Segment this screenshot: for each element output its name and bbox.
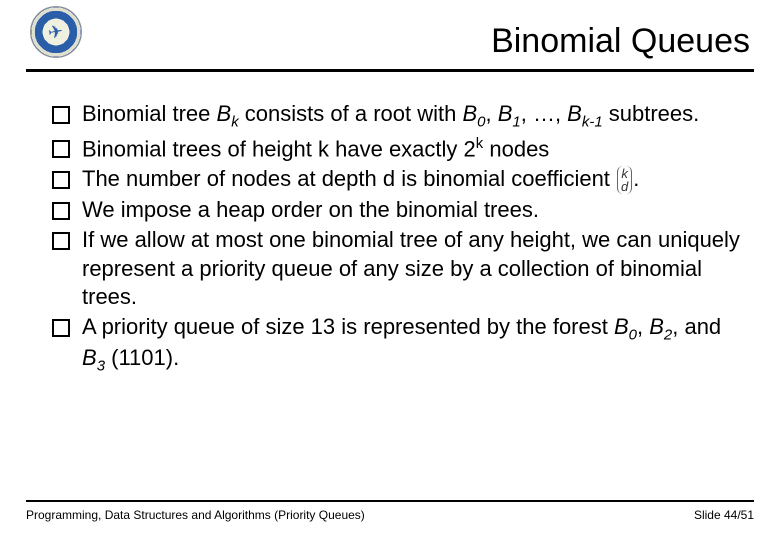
text: We impose a heap order on the binomial t… bbox=[82, 197, 539, 222]
sub: 1 bbox=[512, 113, 520, 130]
text: , bbox=[485, 101, 497, 126]
text: subtrees. bbox=[603, 101, 700, 126]
bullet-item: Binomial trees of height k have exactly … bbox=[52, 134, 744, 163]
header: ✈ Binomial Queues bbox=[26, 0, 754, 72]
binomial-coef-icon: kd bbox=[617, 166, 632, 194]
var: B bbox=[217, 101, 232, 126]
text: (1101). bbox=[105, 345, 179, 370]
sub: 3 bbox=[97, 358, 105, 375]
var: B bbox=[614, 314, 629, 339]
footer: Programming, Data Structures and Algorit… bbox=[26, 500, 754, 522]
text: The number of nodes at depth d is binomi… bbox=[82, 166, 616, 191]
text: Binomial trees of height k have exactly … bbox=[82, 136, 476, 161]
sub: 2 bbox=[664, 326, 672, 343]
sub: k-1 bbox=[582, 113, 603, 130]
bullet-item: We impose a heap order on the binomial t… bbox=[52, 196, 744, 224]
bullet-item: A priority queue of size 13 is represent… bbox=[52, 313, 744, 376]
binom-bot: d bbox=[621, 180, 628, 193]
var: B bbox=[82, 345, 97, 370]
bullet-item: If we allow at most one binomial tree of… bbox=[52, 226, 744, 310]
content: Binomial tree Bk consists of a root with… bbox=[0, 72, 780, 376]
footer-left: Programming, Data Structures and Algorit… bbox=[26, 508, 365, 522]
sub: k bbox=[231, 113, 238, 130]
text: If we allow at most one binomial tree of… bbox=[82, 227, 740, 308]
text: A priority queue of size 13 is represent… bbox=[82, 314, 614, 339]
text: , bbox=[637, 314, 649, 339]
text: nodes bbox=[483, 136, 549, 161]
var: B bbox=[567, 101, 582, 126]
text: , and bbox=[672, 314, 721, 339]
slide: ✈ Binomial Queues Binomial tree Bk consi… bbox=[0, 0, 780, 540]
logo: ✈ bbox=[30, 6, 82, 58]
logo-glyph: ✈ bbox=[47, 20, 66, 43]
page-title: Binomial Queues bbox=[491, 22, 750, 61]
var: B bbox=[462, 101, 477, 126]
var: B bbox=[649, 314, 664, 339]
text: consists of a root with bbox=[239, 101, 463, 126]
text: Binomial tree bbox=[82, 101, 217, 126]
var: B bbox=[498, 101, 513, 126]
bullet-list: Binomial tree Bk consists of a root with… bbox=[52, 100, 744, 376]
footer-right: Slide 44/51 bbox=[694, 508, 754, 522]
text: . bbox=[633, 166, 639, 191]
text: , …, bbox=[521, 101, 567, 126]
bullet-item: The number of nodes at depth d is binomi… bbox=[52, 165, 744, 194]
bullet-item: Binomial tree Bk consists of a root with… bbox=[52, 100, 744, 132]
sub: 0 bbox=[629, 326, 637, 343]
